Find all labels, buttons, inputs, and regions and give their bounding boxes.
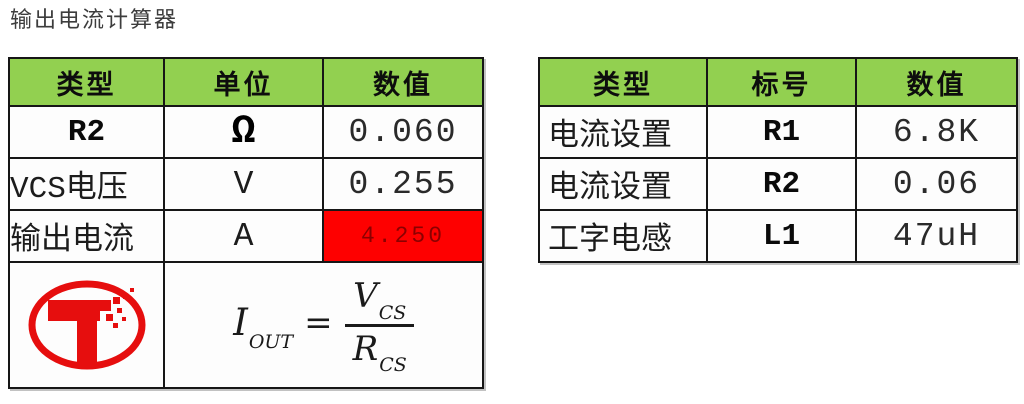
right-row2-value[interactable]: 0.06 bbox=[855, 157, 1018, 211]
fraction-bar bbox=[344, 323, 414, 327]
right-row3-type: 工字电感 bbox=[538, 209, 708, 263]
right-header-row: 类型 标号 数值 bbox=[538, 57, 1018, 107]
left-row2-unit: V bbox=[163, 157, 324, 211]
left-row3-unit: A bbox=[163, 209, 324, 263]
left-header-type: 类型 bbox=[8, 57, 165, 107]
left-row2-type: VCS电压 bbox=[8, 157, 165, 211]
component-list-table: 类型 标号 数值 电流设置 R1 6.8K 电流设置 R2 0.06 工字电感 … bbox=[538, 57, 1018, 263]
right-header-value: 数值 bbox=[855, 57, 1018, 107]
right-header-type: 类型 bbox=[538, 57, 708, 107]
formula-fraction: VCS RCS bbox=[344, 275, 414, 377]
formula-denominator: RCS bbox=[352, 328, 407, 377]
page-title: 输出电流计算器 bbox=[10, 7, 179, 32]
formula-cell: IOUT = VCS RCS bbox=[163, 261, 484, 389]
iout-formula: IOUT = VCS RCS bbox=[166, 275, 481, 377]
output-current-table: 类型 单位 数值 R2 Ω 0.060 VCS电压 V 0.255 输出电流 A… bbox=[8, 57, 484, 389]
left-row1-unit: Ω bbox=[163, 105, 324, 159]
table-row: 输出电流 A 4.250 bbox=[8, 209, 484, 263]
left-row1-value[interactable]: 0.060 bbox=[322, 105, 484, 159]
table-row: IOUT = VCS RCS bbox=[8, 261, 484, 389]
right-row3-value[interactable]: 47uH bbox=[855, 209, 1018, 263]
table-row: R2 Ω 0.060 bbox=[8, 105, 484, 159]
table-row: 电流设置 R1 6.8K bbox=[538, 105, 1018, 159]
brand-logo-cell bbox=[8, 261, 165, 389]
formula-numerator: VCS bbox=[353, 275, 407, 324]
right-row1-label: R1 bbox=[706, 105, 857, 159]
left-header-row: 类型 单位 数值 bbox=[8, 57, 484, 107]
left-header-value: 数值 bbox=[322, 57, 484, 107]
table-row: 电流设置 R2 0.06 bbox=[538, 157, 1018, 211]
right-header-label: 标号 bbox=[706, 57, 857, 107]
left-row2-value[interactable]: 0.255 bbox=[322, 157, 484, 211]
left-row1-type: R2 bbox=[8, 105, 165, 159]
left-row3-type: 输出电流 bbox=[8, 209, 165, 263]
right-row1-type: 电流设置 bbox=[538, 105, 708, 159]
left-row3-value-highlighted: 4.250 bbox=[322, 209, 484, 263]
right-row1-value[interactable]: 6.8K bbox=[855, 105, 1018, 159]
right-row3-label: L1 bbox=[706, 209, 857, 263]
formula-equals: = bbox=[304, 303, 333, 343]
table-row: VCS电压 V 0.255 bbox=[8, 157, 484, 211]
left-header-unit: 单位 bbox=[163, 57, 324, 107]
right-row2-type: 电流设置 bbox=[538, 157, 708, 211]
formula-lhs: IOUT bbox=[233, 301, 294, 353]
t-brand-logo-icon bbox=[28, 280, 145, 370]
table-row: 工字电感 L1 47uH bbox=[538, 209, 1018, 263]
right-row2-label: R2 bbox=[706, 157, 857, 211]
